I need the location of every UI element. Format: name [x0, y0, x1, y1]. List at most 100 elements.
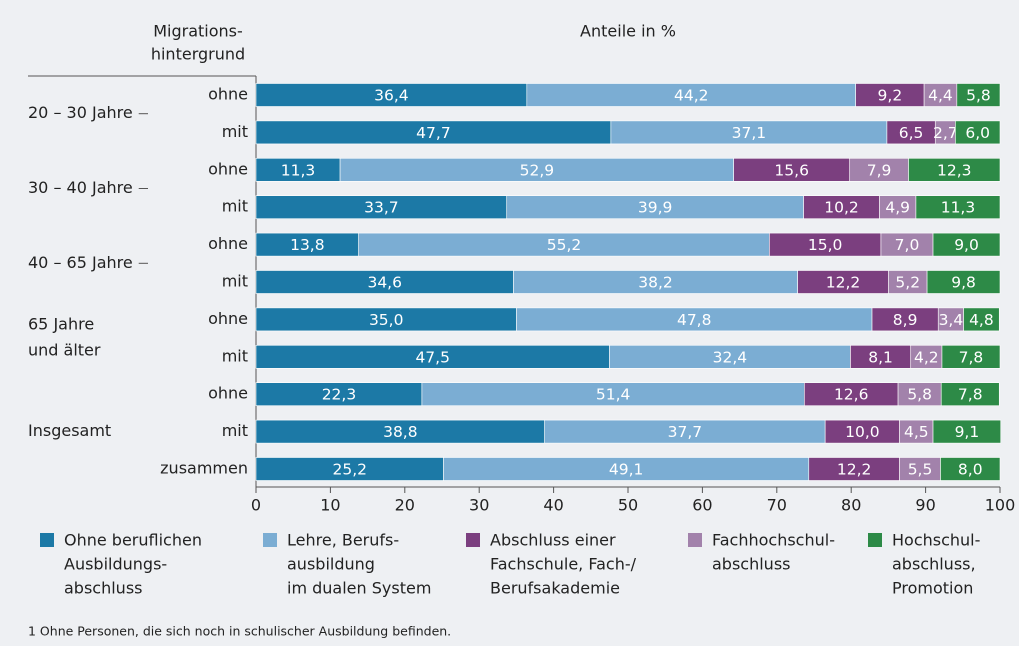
legend-swatch [688, 533, 702, 547]
value-label: 4,2 [914, 348, 939, 366]
value-label: 44,2 [674, 87, 709, 105]
row-label: ohne [208, 384, 248, 403]
value-label: 8,9 [893, 311, 918, 329]
legend-swatch [868, 533, 882, 547]
legend-swatch [466, 533, 480, 547]
value-label: 22,3 [322, 386, 357, 404]
value-label: 5,5 [908, 461, 933, 479]
legend-label: Ohne beruflichen [64, 531, 202, 550]
value-label: 15,6 [774, 161, 809, 179]
value-label: 10,0 [845, 423, 880, 441]
value-label: 52,9 [520, 161, 555, 179]
value-label: 4,8 [969, 311, 994, 329]
value-label: 38,2 [638, 274, 673, 292]
group-label: 30 – 40 Jahre [28, 178, 133, 197]
value-label: 36,4 [374, 87, 409, 105]
legend-label: Abschluss einer [490, 531, 616, 550]
value-label: 4,5 [904, 423, 929, 441]
legend-label: Fachschule, Fach-/ [490, 555, 637, 574]
x-tick-label: 0 [251, 496, 261, 515]
row-label: mit [222, 122, 248, 141]
value-label: 38,8 [383, 423, 418, 441]
value-label: 47,7 [416, 124, 451, 142]
value-label: 11,3 [281, 161, 316, 179]
value-label: 12,2 [826, 274, 861, 292]
legend-label: Promotion [892, 579, 973, 598]
value-label: 4,4 [928, 87, 953, 105]
group-label: Insgesamt [28, 421, 111, 440]
row-label: mit [222, 272, 248, 291]
value-label: 12,6 [834, 386, 869, 404]
bar-segment [955, 120, 1001, 145]
legend-label: Berufsakademie [490, 579, 620, 598]
row-label: ohne [208, 85, 248, 104]
x-tick-label: 20 [395, 496, 415, 515]
row-label: ohne [208, 159, 248, 178]
value-label: 35,0 [369, 311, 404, 329]
value-label: 32,4 [713, 348, 748, 366]
bar-segment [915, 195, 1001, 219]
bar-segment [940, 457, 1001, 481]
value-label: 15,0 [808, 236, 843, 254]
value-label: 9,1 [955, 423, 980, 441]
value-label: 13,8 [290, 236, 325, 254]
value-label: 7,0 [895, 236, 920, 254]
value-label: 5,8 [907, 386, 932, 404]
legend-label: abschluss, [892, 555, 976, 574]
value-label: 11,3 [941, 199, 976, 217]
value-label: 6,0 [965, 124, 990, 142]
value-label: 2,7 [933, 124, 958, 142]
value-label: 9,2 [878, 87, 903, 105]
x-tick-label: 30 [469, 496, 489, 515]
x-tick-label: 10 [320, 496, 340, 515]
footnote: 1 Ohne Personen, die sich noch in schuli… [28, 624, 451, 639]
bar-segment [940, 382, 1000, 407]
value-label: 5,8 [966, 87, 991, 105]
legend-label: abschluss [712, 555, 791, 574]
legend-swatch [263, 533, 277, 547]
value-label: 47,8 [677, 311, 712, 329]
bar-segment [963, 307, 1000, 332]
chart-title: Anteile in % [580, 22, 676, 41]
row-header: hintergrund [151, 45, 245, 64]
row-label: mit [222, 346, 248, 365]
legend-label: abschluss [64, 579, 143, 598]
value-label: 5,2 [895, 274, 920, 292]
bar-segment [932, 419, 1002, 444]
bar-segment [908, 158, 1001, 182]
value-label: 12,2 [837, 461, 872, 479]
x-tick-label: 60 [692, 496, 712, 515]
group-label: 40 – 65 Jahre [28, 253, 133, 272]
value-label: 9,0 [954, 236, 979, 254]
value-label: 3,4 [939, 311, 964, 329]
value-label: 33,7 [364, 199, 399, 217]
legend-swatch [40, 533, 54, 547]
value-label: 37,7 [668, 423, 703, 441]
value-label: 49,1 [609, 461, 644, 479]
x-tick-label: 80 [841, 496, 861, 515]
value-label: 25,2 [332, 461, 367, 479]
legend-label: ausbildung [287, 555, 375, 574]
bar-segment [941, 344, 1001, 369]
value-label: 9,8 [951, 274, 976, 292]
row-label: mit [222, 421, 248, 440]
row-header: Migrations- [153, 22, 243, 41]
value-label: 37,1 [732, 124, 767, 142]
value-label: 6,5 [899, 124, 924, 142]
x-tick-label: 90 [915, 496, 935, 515]
row-label: zusammen [160, 459, 248, 478]
x-tick-label: 50 [618, 496, 638, 515]
value-label: 34,6 [367, 274, 402, 292]
value-label: 7,8 [959, 348, 984, 366]
row-label: ohne [208, 234, 248, 253]
value-label: 39,9 [638, 199, 673, 217]
group-label: 65 Jahre [28, 315, 94, 334]
x-tick-label: 70 [767, 496, 787, 515]
value-label: 12,3 [937, 161, 972, 179]
value-label: 8,1 [868, 348, 893, 366]
value-label: 51,4 [596, 386, 631, 404]
legend-label: Ausbildungs- [64, 555, 167, 574]
x-tick-label: 100 [985, 496, 1016, 515]
x-tick-label: 40 [543, 496, 563, 515]
